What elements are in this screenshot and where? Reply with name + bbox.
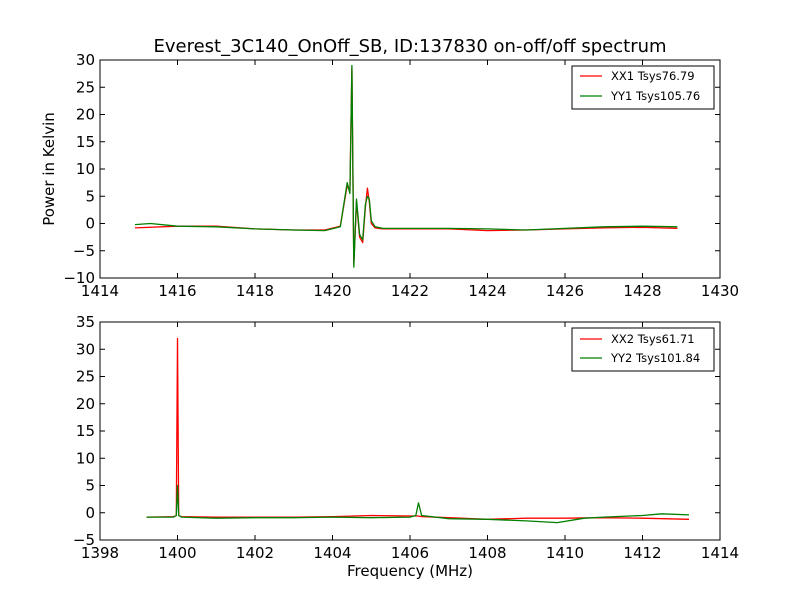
top-x-tick-label: 1426: [546, 282, 584, 300]
bottom-x-tick-label: 1414: [701, 544, 739, 562]
top-x-tick-label: 1414: [81, 282, 119, 300]
top-x-tick-label: 1422: [391, 282, 429, 300]
bottom-y-tick-label: 5: [85, 477, 95, 495]
top-x-tick-label: 1418: [236, 282, 274, 300]
bottom-y-tick-label: 15: [76, 422, 95, 440]
top-axis-ticks: 1414 1416 1418 1420 1422 1424 1426 1428 1430 −10 −…: [63, 51, 739, 300]
top-x-tick-label: 1428: [623, 282, 661, 300]
bottom-legend-label-xx2: XX2 Tsys61.71: [611, 332, 695, 346]
bottom-y-tick-label: 35: [76, 313, 95, 331]
bottom-y-tick-label: −5: [73, 531, 95, 549]
bottom-y-tick-label: 25: [76, 368, 95, 386]
top-y-tick-label: 20: [76, 106, 95, 124]
bottom-x-tick-label: 1410: [546, 544, 584, 562]
bottom-series-line-yy: [146, 484, 690, 524]
top-legend-label-yy1: YY1 Tsys105.76: [610, 89, 700, 103]
chart-title: Everest_3C140_OnOff_SB, ID:137830 on-off…: [153, 36, 666, 57]
bottom-legend-box: [571, 327, 715, 372]
bottom-y-tick-label: 20: [76, 395, 95, 413]
top-y-tick-label: −10: [63, 269, 95, 287]
bottom-x-tick-label: 1402: [236, 544, 274, 562]
bottom-x-tick-label: 1406: [391, 544, 429, 562]
top-legend-box: [571, 65, 715, 110]
top-y-tick-label: 25: [76, 78, 95, 96]
bottom-x-tick-label: 1404: [313, 544, 351, 562]
top-y-tick-label: 10: [76, 160, 95, 178]
bottom-x-tick-label: 1412: [623, 544, 661, 562]
bottom-x-tick-label: 1400: [158, 544, 196, 562]
top-x-tick-label: 1420: [313, 282, 351, 300]
bottom-x-tick-label: 1408: [468, 544, 506, 562]
top-series-lines: [134, 64, 678, 268]
bottom-series-line-xx: [146, 337, 690, 520]
top-y-tick-label: −5: [73, 242, 95, 260]
top-legend: XX1 Tsys76.79 YY1 Tsys105.76: [571, 65, 715, 110]
top-x-tick-label: 1430: [701, 282, 739, 300]
top-series-line-yy: [134, 64, 678, 268]
top-y-tick-label: 5: [85, 187, 95, 205]
bottom-x-tick-label: 1398: [81, 544, 119, 562]
bottom-y-tick-label: 0: [85, 504, 95, 522]
bottom-legend-label-yy2: YY2 Tsys101.84: [610, 351, 700, 365]
top-legend-label-xx1: XX1 Tsys76.79: [611, 69, 695, 83]
top-plot-panel: 1414 1416 1418 1420 1422 1424 1426 1428 1430 −10 −…: [40, 51, 739, 300]
bottom-x-axis-label: Frequency (MHz): [347, 562, 473, 580]
top-y-axis-label: Power in Kelvin: [40, 112, 58, 226]
bottom-plot-panel: 1398 1400 1402 1404 1406 1408 1410 1412 1414 −5 0 5…: [73, 313, 739, 580]
bottom-y-tick-label: 30: [76, 340, 95, 358]
bottom-y-tick-label: 10: [76, 449, 95, 467]
bottom-legend: XX2 Tsys61.71 YY2 Tsys101.84: [571, 327, 715, 372]
top-x-tick-label: 1424: [468, 282, 506, 300]
top-y-tick-label: 0: [85, 215, 95, 233]
top-y-tick-label: 30: [76, 51, 95, 69]
bottom-series-lines: [146, 337, 690, 524]
top-x-tick-label: 1416: [158, 282, 196, 300]
bottom-axis-ticks: 1398 1400 1402 1404 1406 1408 1410 1412 1414 −5 0 5…: [73, 313, 739, 562]
top-y-tick-label: 15: [76, 133, 95, 151]
